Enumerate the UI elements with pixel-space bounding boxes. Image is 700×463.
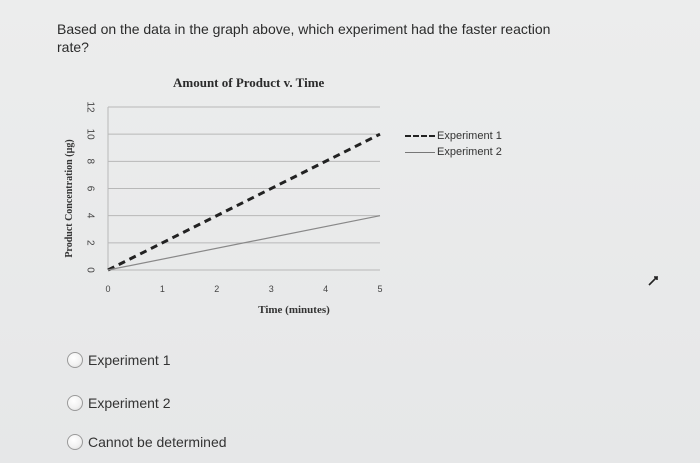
x-tick-label: 0 bbox=[105, 284, 110, 294]
option-label: Experiment 1 bbox=[88, 352, 171, 368]
series-line-2 bbox=[107, 215, 381, 271]
y-tick-label: 12 bbox=[85, 101, 96, 113]
y-tick-label: 2 bbox=[85, 240, 96, 246]
x-tick-label: 2 bbox=[214, 284, 219, 294]
legend-item-experiment-1: Experiment 1 bbox=[405, 128, 502, 144]
x-tick-label: 5 bbox=[377, 284, 382, 294]
legend-dashed-line-icon bbox=[405, 135, 435, 137]
y-tick-label: 10 bbox=[85, 129, 96, 141]
question-line-1: Based on the data in the graph above, wh… bbox=[57, 21, 551, 37]
question-line-2: rate? bbox=[57, 39, 89, 55]
radio-button-icon[interactable] bbox=[67, 395, 83, 411]
chart-legend: Experiment 1 Experiment 2 bbox=[405, 128, 502, 160]
option-experiment-2[interactable]: Experiment 2 bbox=[67, 395, 170, 411]
y-tick-label: 0 bbox=[85, 267, 96, 273]
y-tick-label: 4 bbox=[85, 213, 96, 219]
legend-item-experiment-2: Experiment 2 bbox=[405, 144, 502, 160]
legend-label-experiment-2: Experiment 2 bbox=[437, 146, 502, 158]
option-experiment-1[interactable]: Experiment 1 bbox=[67, 352, 170, 368]
legend-label-experiment-1: Experiment 1 bbox=[437, 130, 502, 142]
option-cannot-be-determined[interactable]: Cannot be determined bbox=[67, 434, 227, 450]
x-tick-label: 4 bbox=[323, 284, 328, 294]
question-text: Based on the data in the graph above, wh… bbox=[57, 20, 577, 56]
radio-button-icon[interactable] bbox=[67, 434, 83, 450]
radio-button-icon[interactable] bbox=[67, 352, 83, 368]
legend-solid-line-icon bbox=[405, 151, 435, 153]
x-tick-label: 3 bbox=[269, 284, 274, 294]
x-axis-label: Time (minutes) bbox=[258, 304, 330, 316]
y-tick-label: 6 bbox=[85, 186, 96, 192]
y-axis-label: Product Concentration (µg) bbox=[64, 139, 75, 257]
option-label: Cannot be determined bbox=[88, 434, 227, 450]
x-tick-label: 1 bbox=[160, 284, 165, 294]
chart: 0 2 4 6 8 10 12 0 1 2 3 4 5 Time (minutes) Product Con… bbox=[60, 70, 520, 330]
series-line-1 bbox=[107, 132, 381, 272]
mouse-cursor-icon bbox=[648, 276, 658, 286]
chart-title: Amount of Product v. Time bbox=[173, 75, 325, 90]
y-tick-label: 8 bbox=[85, 159, 96, 165]
option-label: Experiment 2 bbox=[88, 395, 171, 411]
